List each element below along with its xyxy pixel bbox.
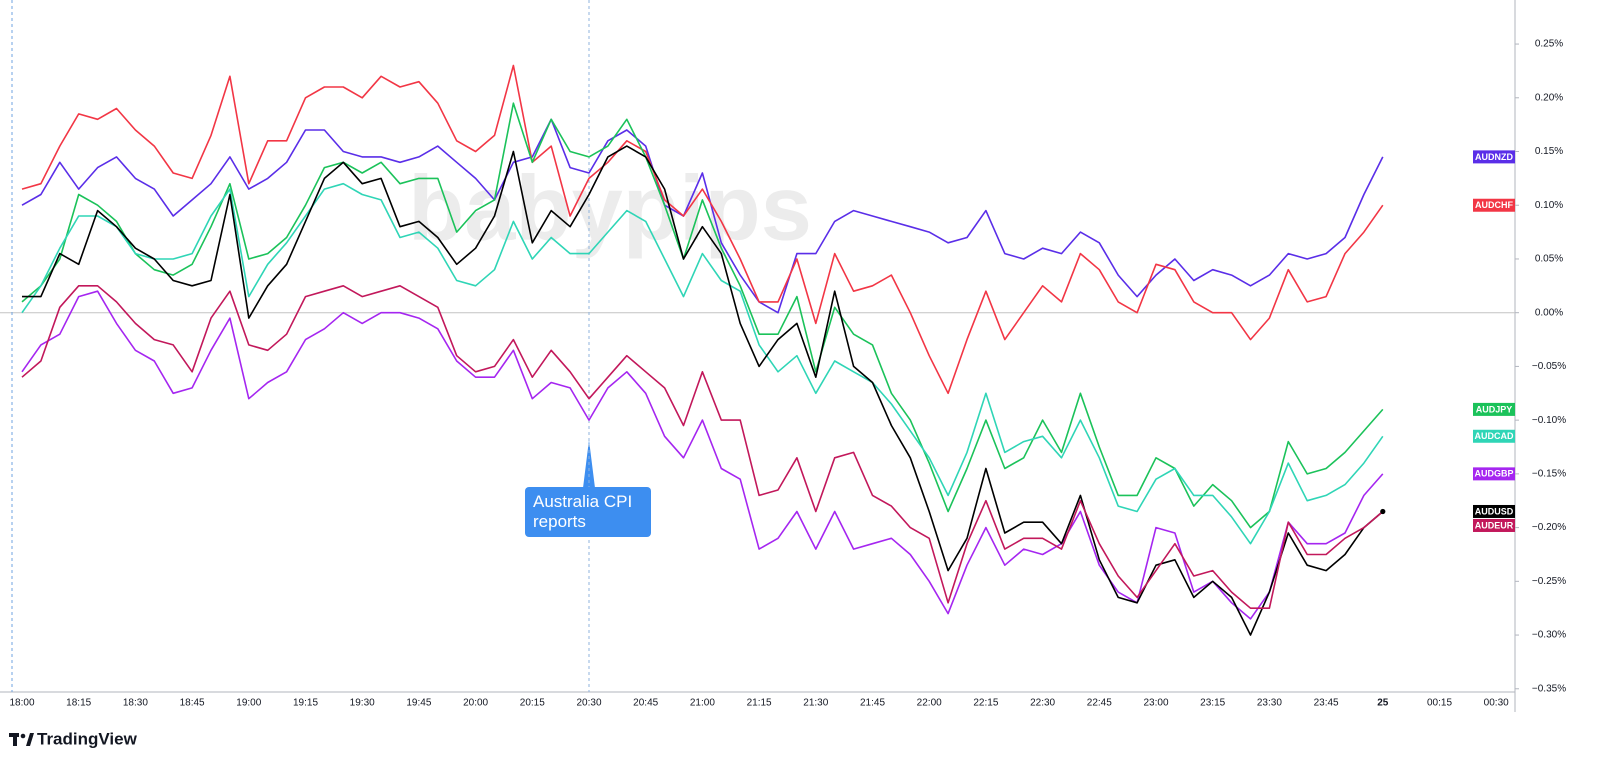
attribution: TradingView bbox=[37, 729, 138, 748]
y-tick-label: 0.20% bbox=[1535, 92, 1563, 103]
x-tick-label: 20:15 bbox=[520, 698, 545, 709]
series-line bbox=[21, 64, 1384, 395]
series-tag bbox=[1473, 150, 1515, 164]
series-tag bbox=[1473, 429, 1515, 443]
x-tick-label: 22:15 bbox=[973, 698, 998, 709]
series-tag-label: AUDGBP bbox=[1474, 469, 1513, 479]
series-tag bbox=[1473, 518, 1515, 532]
x-tick-label: 18:30 bbox=[123, 698, 148, 709]
series-tag-label: AUDUSD bbox=[1475, 506, 1514, 516]
y-tick-label: −0.10% bbox=[1532, 415, 1566, 426]
x-tick-label: 25 bbox=[1377, 698, 1389, 709]
series-tag bbox=[1473, 198, 1515, 212]
x-tick-label: 22:45 bbox=[1087, 698, 1112, 709]
series-line bbox=[22, 145, 1384, 636]
x-tick-label: 19:00 bbox=[236, 698, 261, 709]
tradingview-logo bbox=[9, 733, 34, 746]
x-tick-label: 00:15 bbox=[1427, 698, 1452, 709]
x-tick-label: 18:45 bbox=[180, 698, 205, 709]
x-tick-label: 19:30 bbox=[350, 698, 375, 709]
series-tag-label: AUDEUR bbox=[1475, 520, 1514, 530]
x-tick-label: 22:00 bbox=[917, 698, 942, 709]
y-tick-label: −0.30% bbox=[1532, 630, 1566, 641]
series-tag-label: AUDNZD bbox=[1475, 152, 1513, 162]
x-tick-label: 21:00 bbox=[690, 698, 715, 709]
last-point bbox=[1380, 508, 1386, 515]
series-tag-label: AUDCHF bbox=[1475, 200, 1513, 210]
x-tick-label: 20:45 bbox=[633, 698, 658, 709]
x-tick-label: 19:45 bbox=[406, 698, 431, 709]
x-tick-label: 00:30 bbox=[1484, 698, 1509, 709]
series-line bbox=[21, 118, 1384, 314]
x-tick-label: 18:00 bbox=[9, 698, 34, 709]
series-line bbox=[21, 182, 1384, 545]
series-tag-label: AUDCAD bbox=[1475, 431, 1514, 441]
annotation: Australia CPI reports bbox=[525, 487, 651, 537]
series-line bbox=[21, 285, 1384, 609]
y-tick-label: −0.20% bbox=[1532, 522, 1566, 533]
series-tag bbox=[1473, 467, 1515, 481]
x-tick-label: 20:00 bbox=[463, 698, 488, 709]
x-tick-label: 22:30 bbox=[1030, 698, 1055, 709]
y-tick-label: 0.10% bbox=[1535, 200, 1563, 211]
series-tag bbox=[1473, 504, 1515, 518]
series-tag bbox=[1473, 402, 1515, 416]
x-tick-label: 21:15 bbox=[747, 698, 772, 709]
x-tick-label: 23:30 bbox=[1257, 698, 1282, 709]
y-tick-label: 0.25% bbox=[1535, 39, 1563, 50]
x-tick-label: 23:15 bbox=[1200, 698, 1225, 709]
series-line bbox=[21, 290, 1384, 620]
y-tick-label: −0.35% bbox=[1532, 683, 1566, 694]
y-tick-label: 0.05% bbox=[1535, 254, 1563, 265]
x-tick-label: 18:15 bbox=[66, 698, 91, 709]
x-tick-label: 23:45 bbox=[1314, 698, 1339, 709]
x-tick-label: 23:00 bbox=[1143, 698, 1168, 709]
x-tick-label: 21:30 bbox=[803, 698, 828, 709]
series-line bbox=[21, 102, 1384, 529]
y-tick-label: 0.15% bbox=[1535, 146, 1563, 157]
x-tick-label: 21:45 bbox=[860, 698, 885, 709]
y-tick-label: −0.15% bbox=[1532, 469, 1566, 480]
y-tick-label: −0.05% bbox=[1532, 361, 1566, 372]
watermark: babypips bbox=[408, 157, 812, 259]
y-tick-label: 0.00% bbox=[1535, 307, 1563, 318]
x-tick-label: 20:30 bbox=[576, 698, 601, 709]
y-tick-label: −0.25% bbox=[1532, 576, 1566, 587]
series-tag-label: AUDJPY bbox=[1476, 404, 1513, 414]
x-tick-label: 19:15 bbox=[293, 698, 318, 709]
